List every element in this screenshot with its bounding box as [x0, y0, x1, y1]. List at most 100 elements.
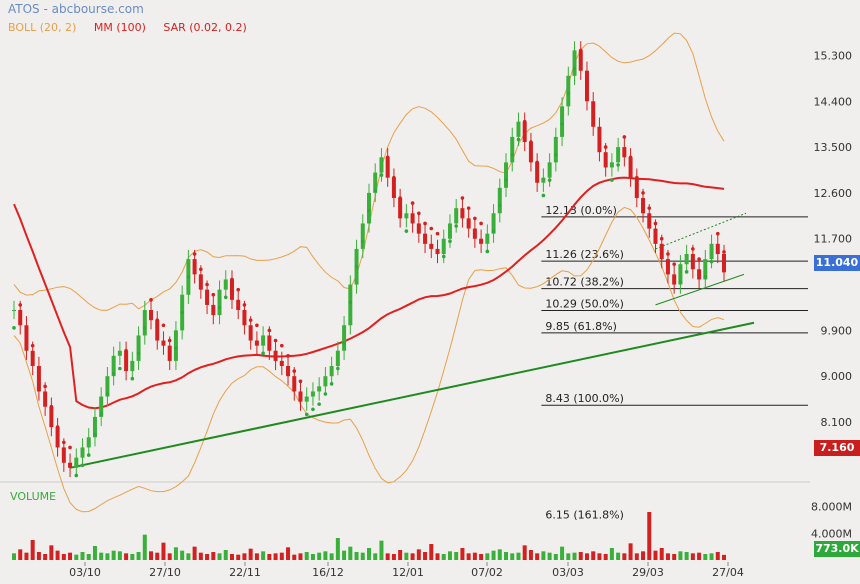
- volume-bar: [80, 552, 85, 560]
- candle-body: [460, 208, 465, 219]
- volume-tick-label: 8.000M: [811, 501, 852, 514]
- sar-dot: [348, 300, 353, 305]
- sar-dot: [417, 211, 421, 216]
- candle-body: [173, 330, 178, 361]
- candle-body: [30, 350, 35, 366]
- candle-body: [491, 213, 496, 234]
- sar-dot: [622, 135, 627, 139]
- volume-bar: [578, 552, 583, 560]
- candle-body: [124, 350, 129, 372]
- sar-dot: [379, 173, 384, 177]
- sar-dot: [691, 247, 695, 251]
- bollinger-lower: [13, 206, 725, 513]
- sar-dot: [18, 303, 23, 307]
- sar-dot: [666, 252, 670, 256]
- candle-body: [709, 243, 714, 260]
- volume-bar: [709, 553, 714, 560]
- volume-bar: [528, 550, 533, 560]
- volume-bar: [236, 554, 241, 560]
- candle-body: [161, 340, 166, 346]
- legend-mm: MM (100): [93, 21, 146, 34]
- volume-bar: [279, 552, 284, 560]
- volume-bar: [310, 554, 315, 560]
- candle-body: [597, 126, 602, 153]
- volume-bar: [18, 549, 23, 560]
- sar-dot: [99, 412, 103, 417]
- volume-bar: [522, 545, 527, 560]
- date-tick-label: 07/02: [471, 566, 503, 579]
- volume-bar: [491, 550, 496, 560]
- volume-bar: [628, 543, 633, 560]
- volume-bar: [335, 538, 340, 560]
- candle-body: [155, 320, 160, 341]
- candle-body: [560, 106, 565, 137]
- sar-dot: [336, 366, 340, 371]
- candle-body: [522, 121, 527, 142]
- volume-bar: [205, 554, 210, 560]
- sar-dot: [37, 369, 41, 373]
- candle-body: [510, 136, 515, 163]
- channel-lower-line: [655, 273, 745, 306]
- sar-dot: [323, 392, 328, 396]
- candle-body: [49, 406, 54, 428]
- sar-dot: [167, 338, 172, 343]
- candle-body: [136, 335, 141, 361]
- candle-body: [36, 366, 41, 392]
- volume-bar: [485, 553, 490, 560]
- candle-body: [373, 172, 378, 193]
- sar-dot: [616, 163, 620, 167]
- volume-bar: [354, 552, 359, 560]
- sar-dot: [709, 259, 714, 264]
- fib-label: 10.72 (38.2%): [545, 276, 624, 289]
- sar-dot: [192, 252, 197, 256]
- chart-title[interactable]: ATOS - abcbourse.com: [8, 2, 144, 16]
- volume-bar: [678, 551, 683, 560]
- sar-dot: [510, 152, 515, 157]
- sar-dot: [74, 473, 79, 478]
- volume-bar: [435, 553, 440, 560]
- sar-dot: [354, 264, 359, 269]
- sar-dot: [317, 402, 321, 406]
- sar-dot: [49, 404, 54, 409]
- sar-dot: [454, 224, 458, 228]
- candle-body: [304, 396, 309, 402]
- fib-label: 9.85 (61.8%): [545, 320, 617, 333]
- sar-dot: [659, 236, 664, 241]
- candle-body: [703, 259, 708, 280]
- volume-bar: [697, 552, 702, 560]
- sar-dot: [591, 104, 596, 109]
- candle-body: [167, 345, 172, 361]
- candle-body: [684, 254, 689, 265]
- sar-dot: [697, 257, 701, 261]
- candle-body: [566, 75, 571, 107]
- sar-dot: [118, 366, 122, 371]
- volume-bar: [273, 553, 278, 560]
- candle-body: [61, 447, 66, 463]
- sar-dot: [80, 463, 85, 468]
- sar-dot: [441, 254, 446, 259]
- candle-body: [678, 264, 683, 285]
- volume-bar: [49, 545, 54, 560]
- sar-dot: [398, 196, 402, 200]
- volume-bar: [553, 554, 558, 560]
- volume-bar: [584, 553, 589, 560]
- sar-dot: [329, 382, 334, 386]
- date-tick-label: 03/10: [69, 566, 101, 579]
- candle-body: [273, 350, 278, 361]
- sar-dot: [261, 351, 265, 356]
- sar-dot: [423, 221, 427, 226]
- volume-bar: [286, 547, 291, 560]
- candle-body: [86, 437, 91, 448]
- sar-dot: [124, 348, 128, 353]
- volume-bar: [105, 553, 110, 560]
- sar-dot: [230, 277, 234, 282]
- candle-body: [310, 391, 315, 397]
- sar-dot: [647, 206, 652, 210]
- candle-body: [254, 340, 259, 346]
- candle-body: [435, 248, 440, 254]
- sar-dot: [684, 270, 689, 274]
- volume-bar: [641, 551, 646, 560]
- sar-dot: [248, 318, 253, 322]
- candle-body: [641, 198, 646, 214]
- volume-bar: [547, 552, 552, 560]
